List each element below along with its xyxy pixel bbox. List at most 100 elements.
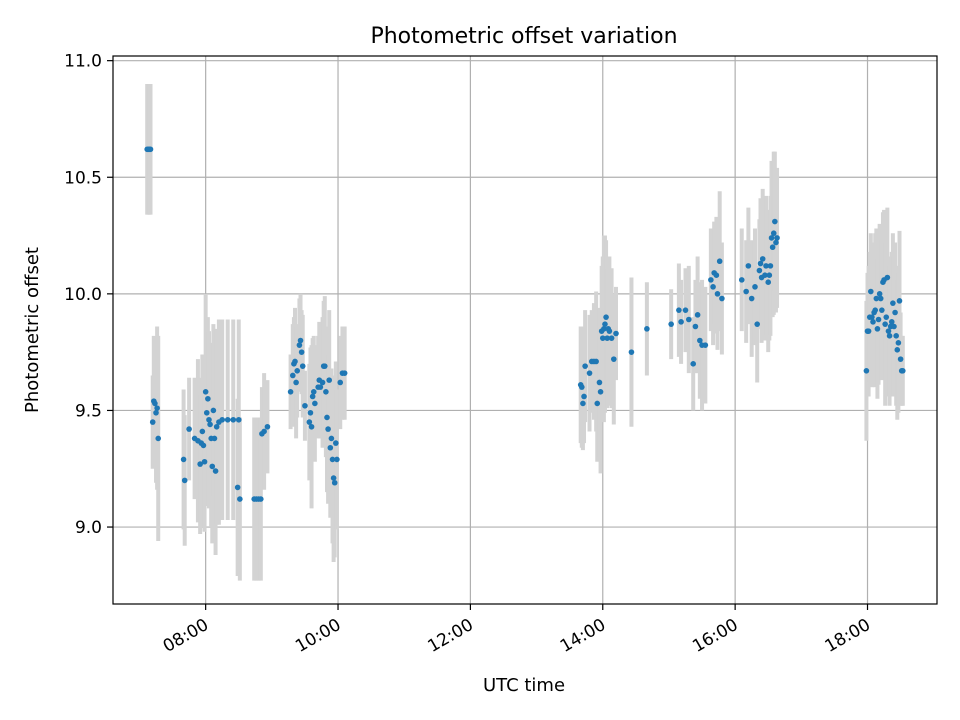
data-point <box>235 416 242 423</box>
data-point <box>875 316 882 323</box>
data-point <box>147 146 154 153</box>
data-point <box>594 400 601 407</box>
data-point <box>756 267 763 274</box>
data-point <box>893 333 899 339</box>
data-point <box>772 218 778 225</box>
chart-title: Photometric offset variation <box>370 24 677 49</box>
data-point <box>224 416 231 423</box>
data-point <box>154 405 160 411</box>
plot-frame <box>112 55 938 605</box>
data-point <box>321 363 328 369</box>
data-point <box>203 409 210 416</box>
data-point <box>690 361 697 367</box>
data-point <box>628 349 635 355</box>
data-point <box>180 456 187 463</box>
data-point <box>212 468 219 474</box>
data-point <box>199 428 206 435</box>
data-point <box>770 230 777 237</box>
data-point <box>290 372 296 379</box>
data-point <box>876 291 883 297</box>
data-point <box>774 235 780 241</box>
data-point <box>306 419 313 425</box>
data-point <box>900 368 906 374</box>
data-point <box>754 321 760 327</box>
data-point <box>186 426 192 432</box>
data-point <box>213 423 220 430</box>
data-point <box>206 416 212 423</box>
data-point <box>319 379 326 386</box>
data-point <box>599 335 606 341</box>
data-point <box>702 342 709 348</box>
data-point <box>879 307 885 313</box>
data-point <box>202 388 209 395</box>
data-point <box>892 309 898 316</box>
data-point <box>895 340 902 346</box>
data-point <box>307 409 314 416</box>
data-point <box>708 277 714 283</box>
data-point <box>181 477 188 484</box>
data-point <box>581 393 587 400</box>
data-point <box>312 400 318 407</box>
data-point <box>326 377 333 383</box>
y-tick-label: 11.0 <box>64 52 102 72</box>
data-point <box>149 419 156 425</box>
data-point <box>682 307 689 313</box>
data-point <box>767 263 774 269</box>
data-point <box>329 456 336 463</box>
data-point <box>155 435 162 442</box>
data-point <box>606 328 613 334</box>
data-point <box>773 239 779 246</box>
data-point <box>258 496 264 502</box>
data-point <box>308 423 315 430</box>
data-point <box>582 363 588 369</box>
data-point <box>325 426 331 432</box>
data-point <box>745 263 752 269</box>
data-point <box>748 295 755 302</box>
data-point <box>261 428 267 435</box>
data-point <box>877 295 884 302</box>
y-tick-label: 10.5 <box>64 168 102 188</box>
data-point <box>769 244 776 251</box>
data-point <box>896 298 903 304</box>
data-point <box>580 400 586 407</box>
data-point <box>152 400 158 407</box>
data-point <box>762 272 768 279</box>
data-point <box>604 335 610 341</box>
data-point <box>610 356 617 362</box>
data-point <box>337 379 344 386</box>
data-point <box>694 312 701 318</box>
data-point <box>757 260 764 267</box>
data-point <box>897 356 904 362</box>
data-point <box>872 307 879 313</box>
data-point <box>237 496 243 502</box>
data-point <box>602 321 608 327</box>
data-point <box>287 388 294 395</box>
data-point <box>297 337 304 344</box>
data-point <box>210 407 217 414</box>
data-point <box>710 284 716 290</box>
data-point <box>333 440 339 446</box>
data-point <box>334 456 340 463</box>
data-point <box>884 274 891 281</box>
y-tick-label: 9.5 <box>75 401 102 421</box>
data-point <box>870 319 876 325</box>
y-axis-label: Photometric offset <box>22 247 43 413</box>
data-point <box>886 333 893 339</box>
data-point <box>714 291 721 297</box>
data-point <box>317 384 324 390</box>
data-point <box>863 368 870 374</box>
y-tick-label: 9.0 <box>75 518 102 538</box>
y-axis-ticks: 9.0 9.5 10.0 10.5 11.0 <box>64 52 113 538</box>
data-point <box>763 263 769 269</box>
data-point <box>200 442 207 449</box>
data-point <box>341 370 348 376</box>
data-point <box>298 349 305 355</box>
data-point <box>697 337 703 344</box>
data-point <box>293 379 299 386</box>
y-tick-label: 10.0 <box>64 285 102 305</box>
data-point <box>891 323 897 330</box>
data-point <box>644 326 650 332</box>
data-point <box>327 444 334 451</box>
data-point <box>752 284 758 290</box>
data-point <box>230 416 237 423</box>
